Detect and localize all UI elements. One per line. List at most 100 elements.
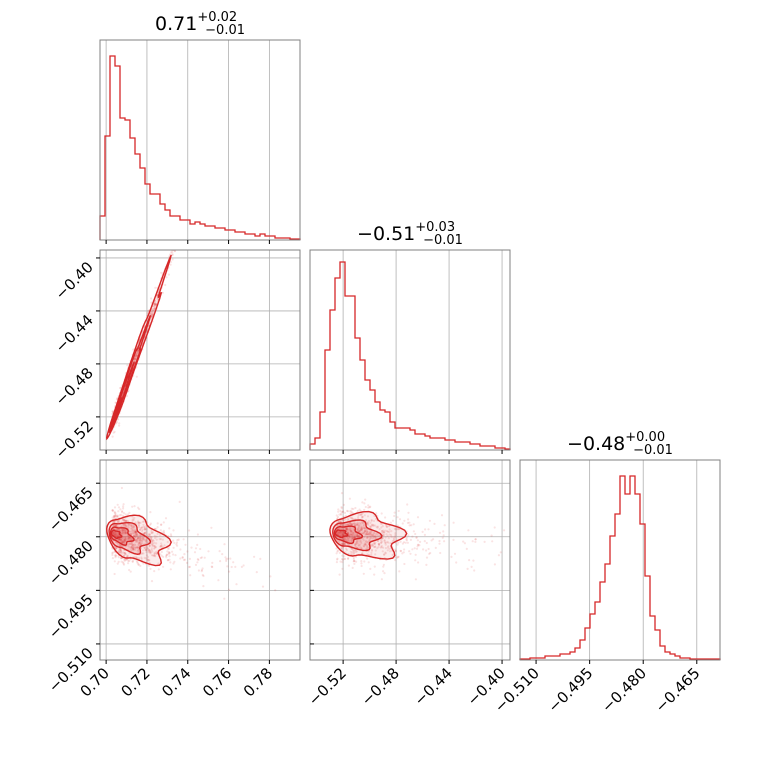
sample-point — [144, 539, 147, 542]
sample-point — [370, 545, 373, 548]
sample-point — [202, 574, 205, 578]
sample-point — [137, 523, 140, 526]
sample-point — [167, 548, 170, 551]
sample-point — [423, 533, 426, 537]
sample-point — [353, 522, 356, 525]
sample-point — [150, 316, 153, 319]
sample-point — [121, 510, 124, 513]
sample-point — [363, 530, 366, 534]
sample-point — [357, 525, 360, 529]
sample-point — [133, 359, 136, 362]
sample-point — [154, 546, 157, 549]
sample-point — [360, 528, 363, 531]
sample-point — [347, 519, 350, 522]
sample-point — [383, 531, 386, 534]
sample-point — [135, 538, 139, 541]
sample-point — [117, 520, 120, 523]
sample-point — [363, 530, 366, 533]
sample-point — [114, 524, 117, 527]
sample-point — [353, 562, 356, 566]
sample-point — [339, 512, 342, 515]
sample-point — [124, 553, 127, 556]
sample-point — [116, 503, 119, 506]
sample-point — [190, 198, 192, 200]
sample-point — [367, 506, 370, 509]
sample-point — [366, 521, 369, 524]
sample-point — [350, 539, 353, 542]
sample-point — [165, 553, 168, 557]
sample-point — [120, 552, 123, 556]
sample-point — [367, 540, 370, 544]
sample-point — [114, 556, 117, 559]
sample-point — [151, 544, 154, 547]
sample-point — [365, 533, 369, 536]
sample-point — [432, 538, 435, 541]
sample-point — [133, 358, 136, 361]
sample-point — [166, 540, 169, 544]
sample-point — [162, 565, 165, 568]
sample-point — [362, 531, 365, 535]
sample-point — [134, 546, 138, 549]
sample-point — [351, 536, 354, 540]
sample-point — [438, 539, 441, 543]
sample-point — [376, 539, 379, 543]
sample-point — [152, 308, 155, 311]
sample-point — [366, 533, 369, 536]
sample-point — [366, 536, 369, 539]
y-tick-label: −0.465 — [45, 483, 97, 535]
sample-point — [346, 523, 349, 526]
sample-point — [113, 511, 116, 514]
sample-point — [123, 559, 126, 562]
sample-point — [192, 201, 194, 203]
sample-point — [114, 513, 117, 517]
sample-point — [131, 547, 135, 551]
sample-point — [238, 66, 240, 68]
sample-point — [138, 540, 141, 544]
sample-point — [364, 541, 367, 544]
sample-point — [352, 534, 355, 537]
sample-point — [378, 528, 381, 531]
sample-point — [145, 554, 149, 557]
sample-point — [161, 531, 164, 534]
sample-point — [136, 562, 139, 565]
sample-point — [383, 540, 386, 543]
sample-point — [345, 528, 348, 531]
sample-point — [136, 546, 140, 549]
sample-point — [179, 227, 181, 229]
sample-point — [357, 528, 360, 531]
sample-point — [347, 564, 350, 567]
sample-point — [349, 533, 352, 536]
sample-point — [338, 551, 341, 555]
sample-point — [339, 523, 342, 526]
sample-point — [122, 541, 125, 544]
panel-frame-2-2 — [519, 459, 721, 661]
sample-point — [133, 532, 136, 535]
sample-point — [356, 523, 359, 527]
sample-point — [145, 547, 148, 550]
sample-point — [157, 562, 160, 565]
sample-point — [142, 525, 146, 528]
x-tick-label: −0.44 — [411, 664, 456, 709]
sample-point — [217, 579, 220, 582]
sample-point — [139, 541, 142, 545]
sample-point — [356, 535, 359, 538]
sample-point — [341, 557, 344, 561]
sample-point — [135, 559, 138, 562]
sample-point — [338, 540, 341, 543]
sample-point — [261, 585, 265, 588]
sample-point — [198, 172, 200, 174]
sample-point — [434, 546, 437, 550]
sample-point — [417, 561, 420, 564]
sample-point — [367, 561, 370, 564]
sample-point — [237, 66, 239, 68]
sample-point — [123, 532, 127, 535]
sample-point — [116, 562, 119, 565]
sample-point — [128, 543, 131, 546]
sample-point — [117, 549, 120, 552]
sample-point — [379, 539, 382, 542]
sample-point — [390, 535, 393, 539]
sample-point — [149, 535, 152, 539]
sample-point — [130, 542, 133, 546]
sample-point — [452, 538, 455, 542]
sample-point — [124, 553, 127, 556]
